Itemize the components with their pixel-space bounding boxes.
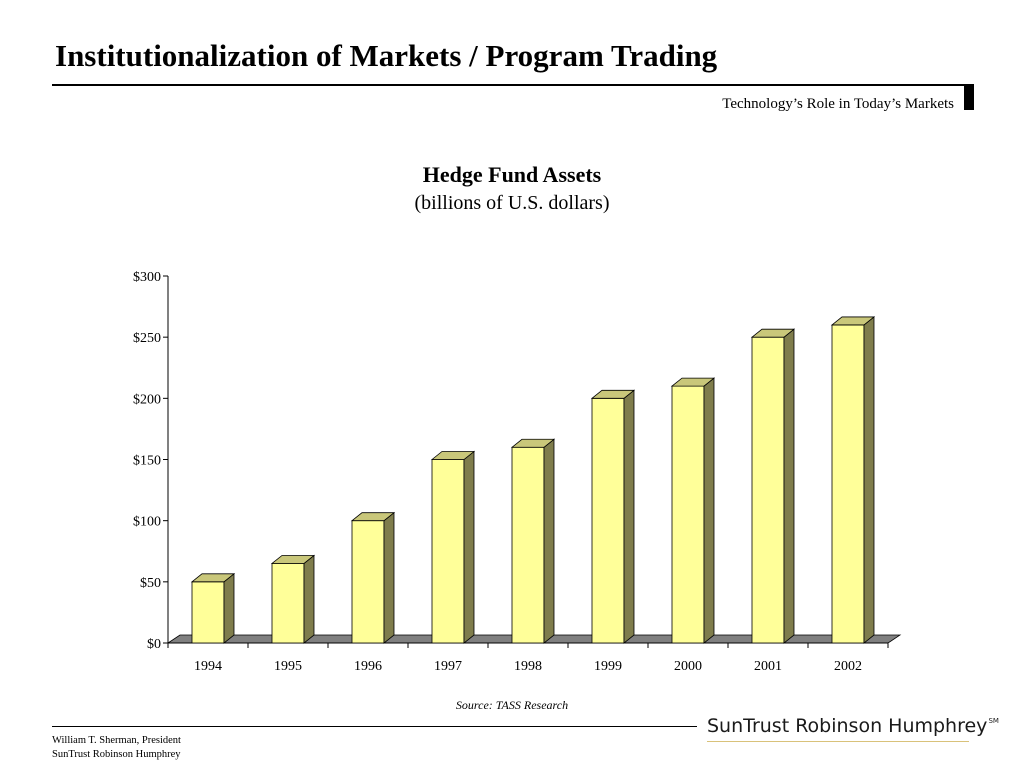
bar-side-2002 [863, 316, 875, 644]
y-tick-label: $150 [133, 454, 161, 469]
bar-1997 [431, 459, 465, 644]
bar-top-1996 [350, 512, 396, 522]
x-tick-label: 2002 [834, 659, 862, 674]
footer-divider [52, 726, 697, 727]
bar-side-1998 [543, 438, 555, 644]
bar-top-1997 [430, 451, 476, 460]
bar-top-2001 [750, 328, 796, 338]
bar-1996 [351, 520, 385, 644]
bar-side-2001 [783, 328, 795, 644]
author-name: William T. Sherman, President [52, 735, 181, 746]
y-tick-label: $100 [133, 515, 161, 530]
bar-side-2000 [703, 377, 715, 644]
x-tick-label: 1999 [594, 659, 622, 674]
footer-author: William T. Sherman, President SunTrust R… [52, 734, 181, 762]
brand-underline [707, 741, 969, 742]
bar-side-1994 [223, 573, 235, 644]
x-tick-label: 1997 [434, 659, 462, 674]
bar-1999 [591, 397, 625, 644]
section-marker [964, 84, 974, 110]
author-company: SunTrust Robinson Humphrey [52, 749, 181, 760]
bar-top-2002 [830, 316, 876, 326]
service-mark: SM [988, 717, 999, 725]
x-tick-label: 1995 [274, 659, 302, 674]
bar-2002 [831, 324, 865, 644]
chart-source: Source: TASS Research [455, 698, 569, 712]
bar-1998 [511, 446, 545, 644]
bar-top-2000 [670, 377, 716, 387]
bar-top-1999 [590, 389, 636, 399]
bar-top-1994 [190, 573, 236, 583]
x-tick-label: 1994 [194, 659, 222, 674]
x-tick-label: 1998 [514, 659, 542, 674]
slide-title: Institutionalization of Markets / Progra… [55, 38, 718, 73]
chart-title: Hedge Fund Assets [422, 162, 602, 187]
y-tick-label: $250 [133, 331, 161, 346]
brand-logo: SunTrust Robinson HumphreySM [707, 715, 999, 737]
bar-top-1998 [510, 438, 556, 448]
brand-name: SunTrust Robinson Humphrey [707, 715, 988, 737]
y-tick-label: $200 [133, 392, 161, 407]
bar-side-1999 [623, 389, 635, 644]
y-tick-label: $300 [133, 270, 161, 285]
section-label: Technology’s Role in Today’s Markets [722, 96, 954, 112]
y-tick-label: $0 [147, 637, 161, 652]
bar-2000 [671, 385, 705, 644]
x-tick-label: 2001 [754, 659, 782, 674]
y-tick-label: $50 [140, 576, 161, 591]
bar-1994 [191, 581, 225, 644]
bar-2001 [751, 336, 785, 644]
bar-side-1995 [303, 554, 315, 644]
title-divider [52, 84, 974, 86]
x-tick-label: 1996 [354, 659, 382, 674]
chart-subtitle: (billions of U.S. dollars) [414, 192, 610, 214]
x-tick-label: 2000 [674, 659, 702, 674]
bar-side-1997 [463, 450, 475, 644]
bar-1995 [271, 563, 305, 644]
bar-side-1996 [383, 511, 395, 644]
bar-top-1995 [270, 555, 316, 564]
